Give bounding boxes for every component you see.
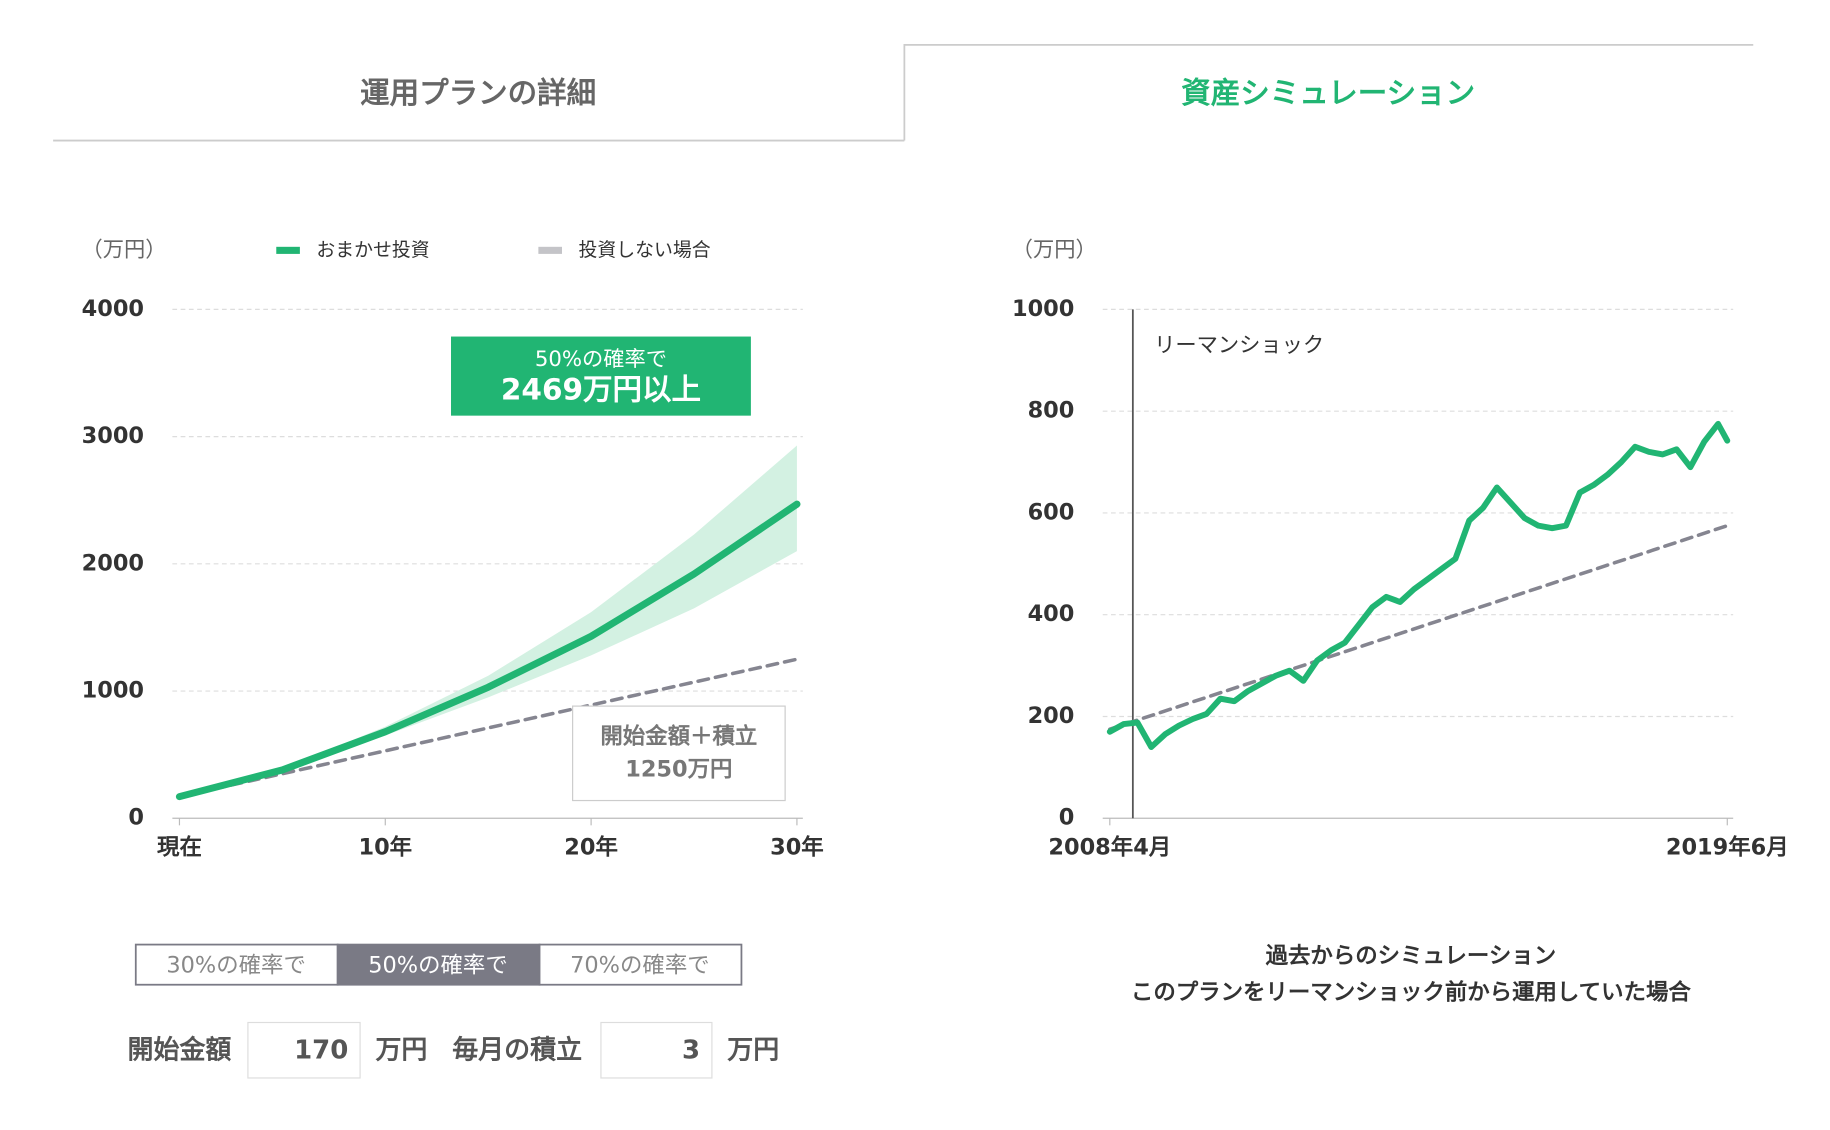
- y-tick-label: 4000: [82, 296, 144, 322]
- callout-value: 1250万円: [625, 756, 732, 782]
- unit-label: 万円: [375, 1035, 427, 1065]
- input-box[interactable]: [600, 1021, 713, 1079]
- callout-value: 2469万円以上: [501, 372, 701, 406]
- event-label: リーマンショック: [1154, 333, 1324, 358]
- caption: 過去からのシミュレーション: [1266, 942, 1557, 969]
- y-tick-label: 400: [1028, 601, 1075, 627]
- y-tick-label: 0: [1059, 805, 1075, 831]
- x-tick-label: 現在: [157, 834, 202, 860]
- callout: [451, 336, 751, 416]
- x-tick-label: 2008年4月: [1048, 833, 1171, 860]
- callout: [572, 705, 786, 802]
- line: [1108, 523, 1730, 731]
- callout-text: 開始金額＋積立: [600, 722, 757, 749]
- x-tick-label: 2019年6月: [1666, 833, 1789, 860]
- input-value[interactable]: 170: [294, 1035, 348, 1065]
- line: [175, 500, 801, 801]
- y-tick-label: 2000: [82, 550, 144, 576]
- tab-active[interactable]: 資産シミュレーション: [1181, 76, 1475, 110]
- x-tick-label: 10年: [358, 833, 412, 860]
- legend-label: おまかせ投資: [316, 239, 429, 261]
- tab[interactable]: 運用プランの詳細: [360, 76, 596, 110]
- input-box[interactable]: [247, 1021, 361, 1079]
- option-label[interactable]: 50%の確率で: [368, 952, 508, 978]
- line: [1106, 420, 1731, 750]
- y-tick-label: 3000: [82, 423, 144, 449]
- tab-border: [903, 44, 1754, 141]
- x-tick-label: 20年: [564, 833, 618, 860]
- input-value[interactable]: 3: [682, 1035, 700, 1065]
- option-label[interactable]: 30%の確率で: [166, 952, 306, 978]
- unit-label: 万円: [727, 1035, 779, 1065]
- legend-swatch: [276, 246, 300, 254]
- option-button[interactable]: [538, 943, 743, 986]
- y-tick-label: 600: [1028, 499, 1075, 525]
- y-tick-label: 1000: [82, 678, 144, 704]
- y-tick-label: 800: [1028, 398, 1075, 424]
- y-unit: （万円）: [1012, 237, 1097, 262]
- y-tick-label: 200: [1028, 703, 1075, 729]
- callout-text: 50%の確率で: [535, 347, 667, 372]
- field-label: 開始金額: [128, 1034, 232, 1065]
- y-tick-label: 0: [128, 805, 144, 831]
- option-button[interactable]: [134, 943, 339, 986]
- y-tick-label: 1000: [1012, 296, 1074, 322]
- x-tick-label: 30年: [770, 833, 824, 860]
- line: [177, 657, 799, 799]
- option-label[interactable]: 70%の確率で: [570, 952, 710, 978]
- caption: このプランをリーマンショック前から運用していた場合: [1131, 978, 1691, 1005]
- legend-swatch: [538, 246, 562, 254]
- field-label: 毎月の積立: [452, 1034, 582, 1065]
- legend-label: 投資しない場合: [579, 239, 711, 261]
- y-unit: （万円）: [81, 237, 166, 262]
